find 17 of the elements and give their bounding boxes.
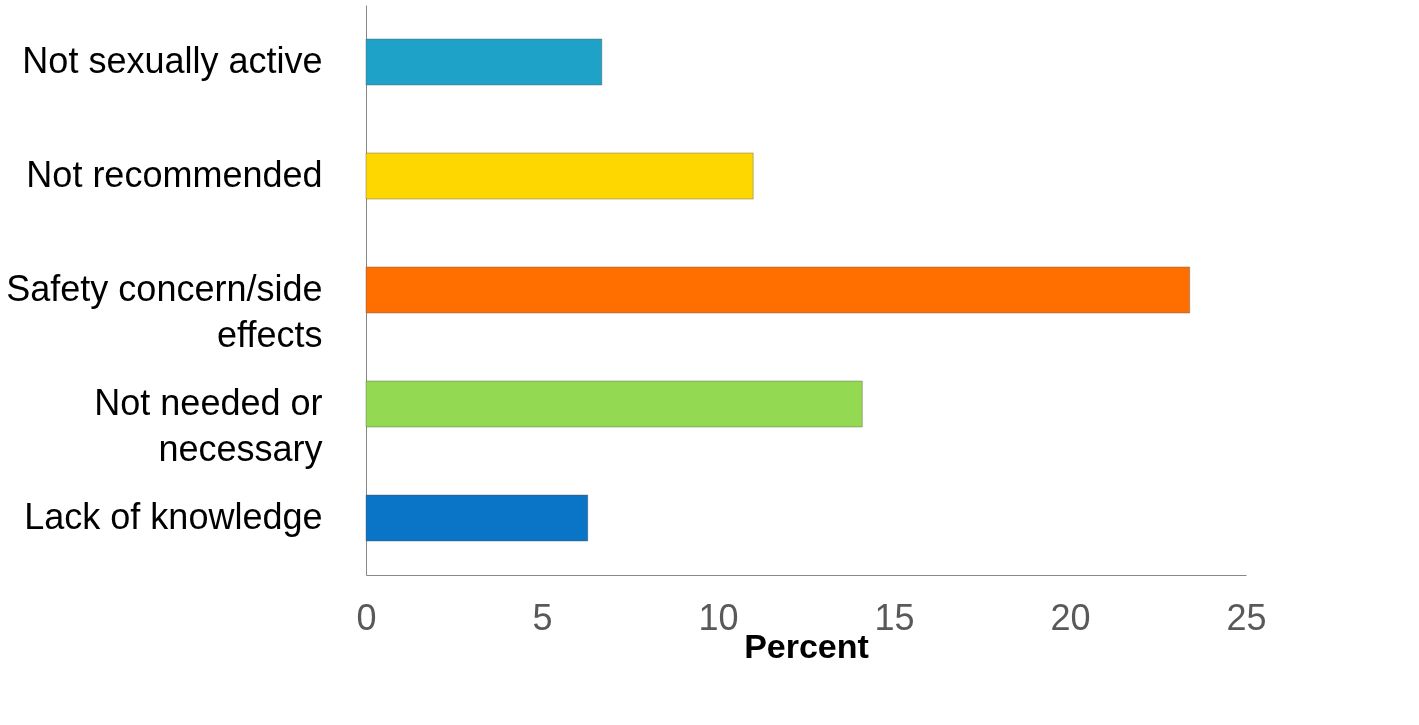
x-tick-label: 20 [1050, 596, 1091, 638]
y-tick-label: Safety concern/side effects [6, 268, 323, 355]
bar [365, 152, 754, 200]
y-tick-label: Not sexually active [22, 40, 323, 81]
x-tick-label: 25 [1226, 596, 1267, 638]
x-tick-label: 15 [874, 596, 915, 638]
x-tick-label: 10 [698, 596, 739, 638]
bar [365, 380, 863, 428]
x-tick-label: 0 [356, 596, 377, 638]
x-tick-label: 5 [532, 596, 553, 638]
y-tick-label: Lack of knowledge [24, 496, 323, 537]
bar [365, 494, 589, 542]
x-axis-title: Percent [744, 626, 869, 665]
y-tick-label: Not recommended [26, 154, 323, 195]
bar [365, 266, 1191, 314]
bar [365, 38, 603, 86]
y-tick-label: Not needed or necessary [94, 382, 323, 469]
